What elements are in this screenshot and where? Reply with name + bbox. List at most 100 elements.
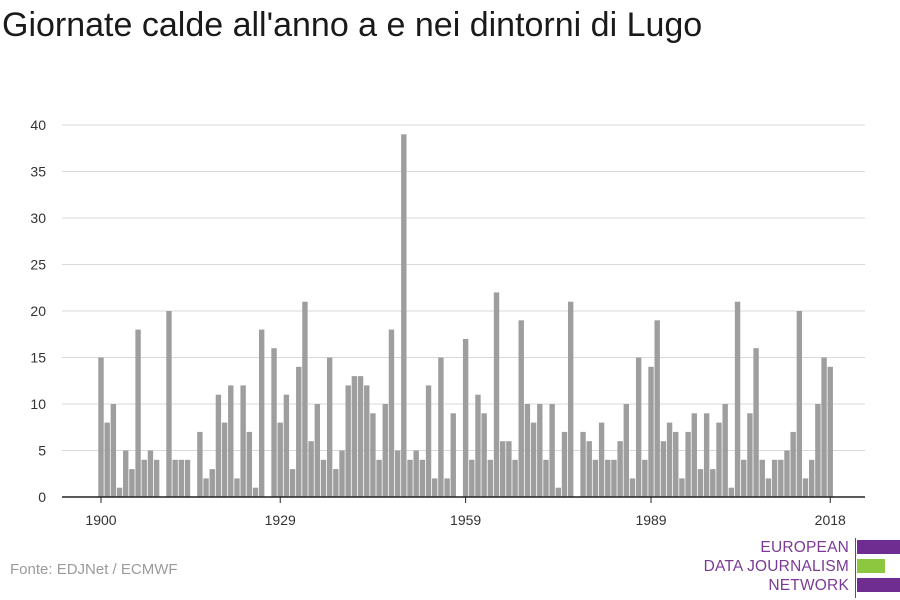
bar (809, 459, 815, 497)
x-tick-label: 1959 (450, 512, 481, 528)
bar (586, 441, 592, 497)
bars (98, 134, 833, 498)
bar (642, 459, 648, 497)
bar (512, 459, 518, 497)
bar (673, 431, 679, 497)
logo-bar-bottom (857, 578, 900, 592)
bar (364, 385, 370, 497)
x-tick-label: 1900 (85, 512, 116, 528)
bar (821, 357, 827, 497)
bar (252, 487, 259, 497)
y-tick-label: 0 (38, 489, 46, 505)
y-axis-labels: 0 5 10 15 20 25 30 35 40 (30, 117, 46, 505)
bar (221, 422, 228, 497)
bar (314, 404, 320, 497)
bar (308, 441, 314, 497)
logo-bar-top (857, 540, 900, 554)
bar (561, 431, 568, 497)
bar (462, 338, 469, 497)
bar (703, 413, 710, 497)
bar (728, 487, 735, 497)
bar (339, 450, 345, 497)
bar (506, 441, 512, 497)
bar (209, 469, 215, 497)
bar (549, 404, 555, 497)
bar (357, 376, 364, 497)
bar (203, 478, 209, 497)
bar (184, 459, 191, 497)
bar (629, 478, 636, 497)
bar (592, 459, 599, 497)
bar (524, 404, 531, 497)
bar (271, 348, 277, 497)
source-note: Fonte: EDJNet / ECMWF (10, 561, 178, 578)
bar (611, 459, 617, 497)
bar (623, 404, 629, 497)
y-tick-label: 20 (30, 303, 46, 319)
bar (734, 301, 741, 497)
bar (370, 413, 376, 497)
x-tick-label: 1929 (265, 512, 296, 528)
bar (654, 320, 660, 497)
bar (778, 459, 784, 497)
bar (469, 459, 475, 497)
bar (326, 357, 333, 497)
bar (407, 459, 413, 497)
bar (790, 431, 796, 497)
bar (710, 469, 716, 497)
bar (481, 413, 487, 497)
bar (197, 431, 203, 497)
bar (635, 357, 642, 497)
bar (530, 422, 537, 497)
bar (172, 459, 178, 497)
bar (345, 385, 351, 497)
bar (153, 459, 160, 497)
bar (419, 459, 426, 497)
bar (660, 441, 667, 497)
bar (425, 385, 432, 497)
bar (555, 487, 562, 497)
bar (296, 366, 302, 497)
bar (765, 478, 772, 497)
edjnet-logo: EUROPEAN DATA JOURNALISM NETWORK (700, 538, 900, 598)
logo-line-1: EUROPEAN (760, 539, 849, 556)
bar (753, 348, 759, 497)
bar (747, 413, 753, 497)
chart-title: Giornate calde all'anno a e nei dintorni… (2, 6, 703, 44)
bar (258, 329, 265, 497)
y-tick-label: 30 (30, 210, 46, 226)
logo-line-2: DATA JOURNALISM (703, 558, 849, 575)
bar (697, 469, 704, 497)
bar (302, 301, 308, 497)
x-tick-label: 1989 (635, 512, 666, 528)
bar (135, 329, 141, 497)
bar (648, 366, 654, 497)
bar (493, 292, 500, 497)
bar (246, 431, 253, 497)
bar (228, 385, 234, 497)
bar (691, 413, 697, 497)
bar (771, 459, 778, 497)
bar (129, 469, 135, 497)
bar (438, 357, 444, 497)
bar (444, 478, 450, 497)
bar (716, 422, 722, 497)
bar (98, 357, 104, 497)
bar (518, 320, 524, 497)
bar (598, 422, 605, 497)
logo-bar-middle (857, 559, 885, 573)
bar (802, 478, 809, 497)
bar (104, 422, 110, 497)
bar (500, 441, 506, 497)
y-tick-label: 15 (30, 350, 46, 366)
bar (166, 311, 172, 497)
bar (215, 394, 222, 497)
bar (110, 404, 117, 497)
logo-divider (855, 538, 856, 598)
bar (475, 394, 481, 497)
bar (815, 404, 821, 497)
bar (537, 404, 543, 497)
bar (116, 487, 123, 497)
bar (289, 469, 296, 497)
bar (741, 459, 747, 497)
